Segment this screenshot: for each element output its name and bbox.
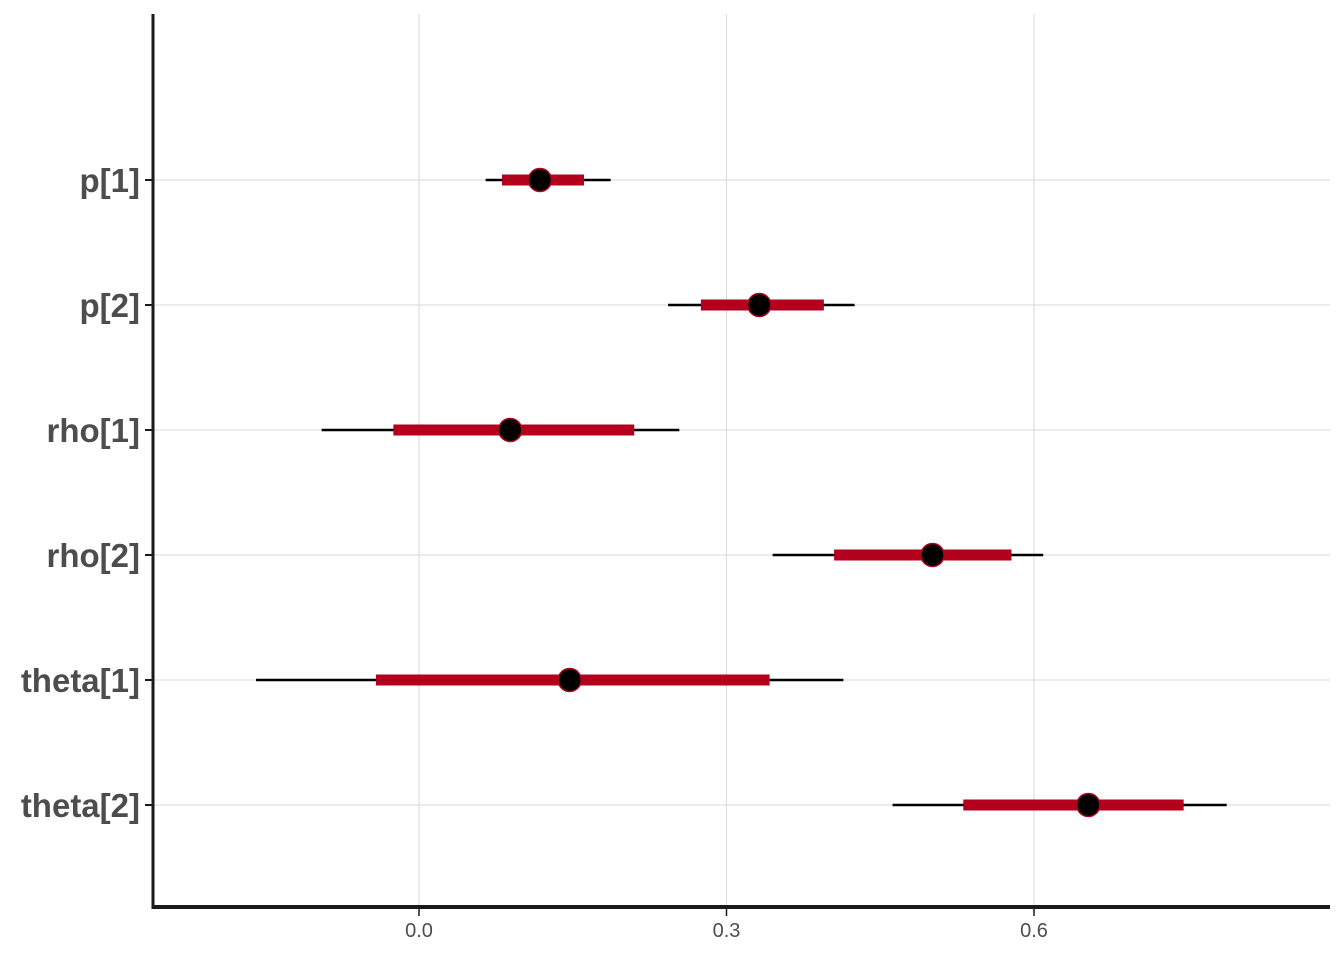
x-tick-label: 0.3 (713, 920, 741, 942)
y-tick-label: p[1] (80, 162, 141, 199)
median-point (557, 667, 582, 693)
median-point (527, 167, 553, 193)
median-point (497, 417, 523, 443)
y-tick-label: theta[1] (21, 662, 140, 699)
x-tick-label: 0.0 (405, 920, 433, 942)
marks-layer (256, 167, 1227, 818)
y-tick-label: rho[2] (47, 537, 141, 574)
y-tick-label: p[2] (80, 287, 141, 324)
grid-layer (153, 14, 1330, 907)
y-tick-label: theta[2] (21, 787, 140, 824)
label-layer: 0.0 0.3 0.6 p[1] p[2] rho[1] rho[2] theta[1] the… (21, 162, 1048, 942)
median-point (1076, 792, 1101, 818)
median-point (747, 292, 772, 318)
axis-layer (145, 14, 1330, 916)
x-tick-label: 0.6 (1020, 920, 1048, 942)
median-point (920, 542, 945, 568)
y-tick-label: rho[1] (47, 412, 141, 449)
